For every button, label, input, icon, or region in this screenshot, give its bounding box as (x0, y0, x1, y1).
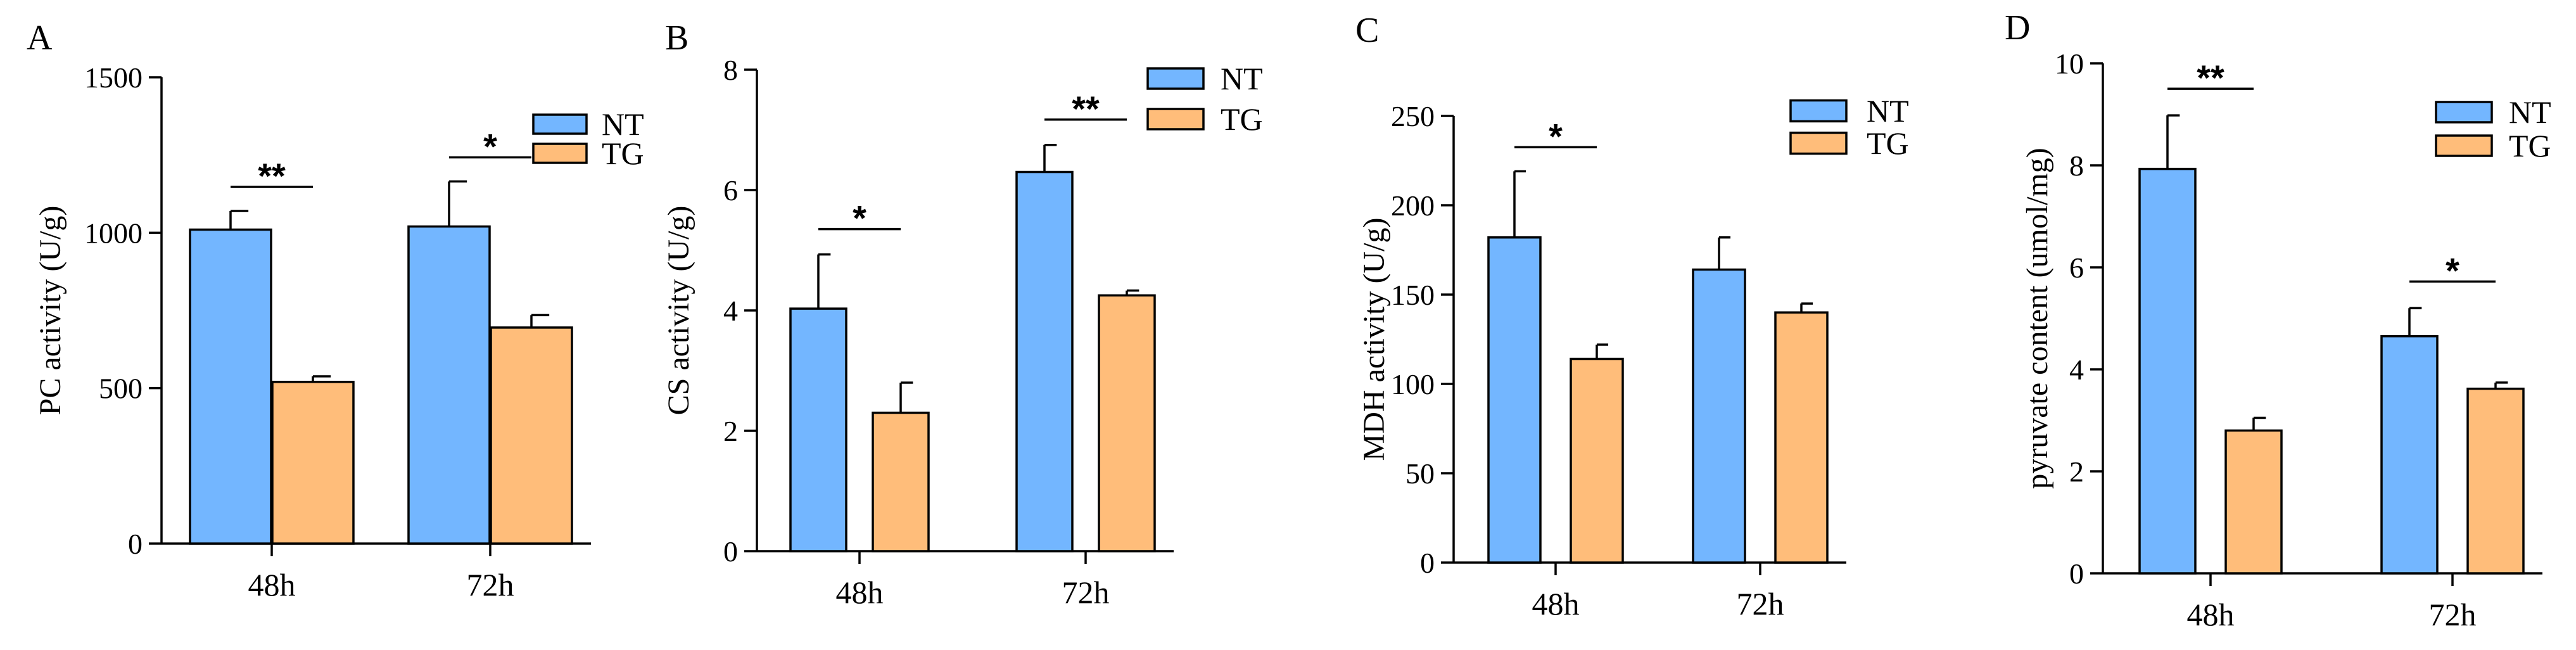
panel-letter: A (27, 18, 53, 58)
x-tick-label: 48h (836, 575, 884, 610)
legend-label-tg: TG (602, 136, 644, 171)
bar-tg-72h (490, 326, 573, 545)
legend-swatch-nt (1146, 67, 1205, 90)
bar-nt-72h (1015, 170, 1074, 552)
y-tick-label: 8 (723, 54, 738, 86)
bar-nt-72h (1692, 268, 1746, 564)
legend-label-tg: TG (1867, 125, 1909, 161)
y-tick-label: 50 (1405, 457, 1435, 490)
y-tick-label: 2 (723, 415, 738, 447)
significance-marker: * (853, 198, 866, 238)
legend-swatch-tg (1789, 131, 1848, 155)
significance-marker: * (2446, 250, 2459, 290)
x-tick-label: 48h (248, 567, 296, 602)
y-axis-label: MDH activity (U/g) (1357, 218, 1391, 461)
y-tick-label: 6 (723, 174, 738, 207)
y-tick-label: 4 (2069, 354, 2084, 386)
x-tick-label: 72h (467, 567, 514, 602)
legend-swatch-tg (2435, 134, 2493, 157)
legend-label-tg: TG (1221, 101, 1263, 137)
legend-label-nt: NT (1221, 61, 1263, 96)
y-tick-label: 4 (723, 295, 738, 327)
significance-marker: ** (1072, 89, 1100, 129)
legend-label-nt: NT (1867, 93, 1909, 129)
bar-tg-48h (1570, 357, 1624, 564)
legend-label-nt: NT (2509, 94, 2551, 130)
x-tick-label: 72h (1062, 575, 1110, 610)
y-tick-label: 6 (2069, 252, 2084, 284)
y-axis-label: PC activity (U/g) (34, 206, 67, 416)
legend-swatch-nt (1789, 99, 1848, 123)
bar-tg-72h (1774, 311, 1829, 564)
y-tick-label: 200 (1391, 189, 1435, 222)
legend: NT TG (1146, 61, 1263, 137)
x-tick-label: 72h (1737, 586, 1784, 621)
bar-nt-72h (2380, 335, 2439, 575)
y-tick-label: 0 (2069, 558, 2084, 590)
legend-label-nt: NT (602, 106, 644, 142)
y-tick-label: 1500 (84, 61, 143, 94)
y-tick-label: 250 (1391, 100, 1435, 132)
x-tick-label: 72h (2429, 597, 2477, 632)
bar-nt-72h (407, 225, 491, 545)
significance-marker: ** (2197, 58, 2224, 98)
panel-letter: C (1355, 11, 1379, 50)
bar-tg-72h (1098, 294, 1156, 552)
x-tick-label: 48h (1532, 586, 1580, 621)
bar-nt-48h (2138, 167, 2197, 575)
y-tick-label: 0 (723, 535, 738, 568)
legend-swatch-nt (532, 113, 588, 135)
y-tick-label: 8 (2069, 150, 2084, 182)
y-tick-label: 1000 (84, 217, 143, 249)
panel-c: C MDH activity (U/g) 0 50 100 150 200 250 48h * 72… (1355, 11, 1909, 621)
bar-nt-48h (189, 228, 272, 545)
y-tick-label: 2 (2069, 456, 2084, 488)
bar-tg-48h (271, 381, 355, 545)
significance-marker: ** (258, 156, 286, 196)
y-tick-label: 150 (1391, 279, 1435, 311)
y-tick-label: 0 (128, 528, 143, 560)
y-axis-label: pyruvate content (umol/mg) (2021, 148, 2054, 489)
bar-nt-48h (789, 307, 847, 552)
x-tick-label: 48h (2187, 597, 2235, 632)
legend-swatch-tg (1146, 108, 1205, 131)
legend-label-tg: TG (2509, 128, 2551, 163)
legend-swatch-nt (2435, 101, 2493, 124)
bar-tg-48h (2224, 429, 2283, 575)
panel-letter: B (665, 18, 688, 58)
y-tick-label: 10 (2055, 48, 2084, 80)
y-axis-label: CS activity (U/g) (662, 206, 695, 416)
panel-letter: D (2005, 8, 2030, 48)
significance-marker: * (483, 126, 497, 166)
y-tick-label: 100 (1391, 368, 1435, 400)
bar-tg-72h (2466, 387, 2525, 575)
panel-a: A PC activity (U/g) 0 500 1000 1500 48h ** 72h * N… (27, 18, 644, 602)
bar-nt-48h (1487, 236, 1542, 564)
bar-tg-48h (872, 411, 930, 552)
y-tick-label: 0 (1420, 547, 1435, 579)
panel-b: B CS activity (U/g) 0 2 4 6 8 48h * 72h ** NT TG (662, 18, 1263, 610)
significance-marker: * (1549, 116, 1563, 156)
y-tick-label: 500 (99, 373, 143, 405)
legend-swatch-tg (532, 143, 588, 164)
